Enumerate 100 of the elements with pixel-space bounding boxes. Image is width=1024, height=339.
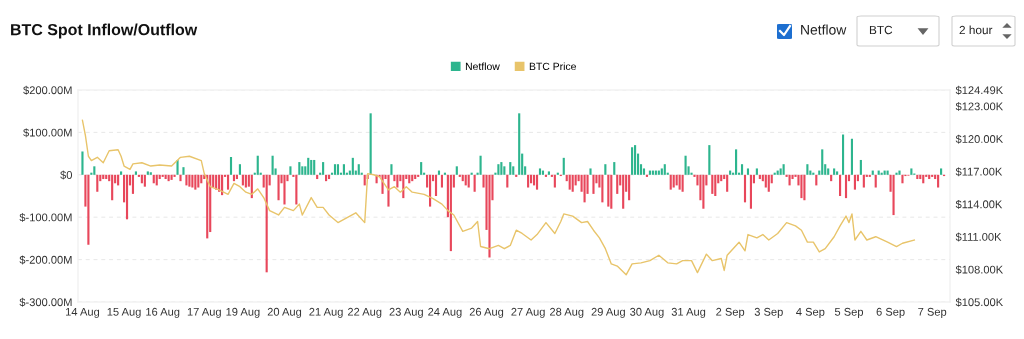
text: BTC — [869, 25, 893, 35]
bar — [862, 174, 865, 188]
x-tick-label: 24 Aug — [428, 307, 462, 318]
bar — [387, 174, 390, 207]
bar — [503, 166, 506, 175]
bar — [420, 162, 423, 175]
bar — [601, 174, 604, 203]
bar — [333, 164, 337, 175]
bar — [527, 174, 530, 188]
bar — [298, 162, 301, 175]
bar — [173, 174, 176, 177]
bar — [149, 172, 152, 175]
bar — [229, 156, 233, 175]
y-tick-label: $-300.00M — [19, 297, 72, 307]
bar — [440, 174, 444, 188]
x-tick-label: 15 Aug — [107, 307, 141, 318]
bar — [179, 174, 182, 182]
bar — [307, 157, 310, 175]
x-tick-label: 17 Aug — [187, 307, 221, 318]
bar — [853, 174, 856, 190]
bar — [604, 164, 607, 175]
bar — [473, 174, 476, 192]
bar — [669, 174, 672, 190]
bar — [289, 166, 292, 175]
y2-tick-label: $124.49K — [955, 85, 1004, 95]
bar — [191, 174, 194, 188]
bar — [562, 157, 565, 175]
bar — [681, 174, 684, 192]
text: Netflow — [801, 24, 847, 35]
bar — [120, 171, 123, 175]
bar — [509, 162, 512, 175]
bar — [256, 155, 259, 175]
bar — [711, 174, 714, 194]
x-tick-label: 23 Aug — [389, 307, 423, 318]
bar — [821, 149, 824, 175]
bar — [535, 174, 539, 190]
bar — [714, 174, 717, 196]
bar — [613, 162, 616, 175]
bar — [188, 174, 191, 187]
bar — [185, 174, 188, 186]
y2-tick-label: $111.00K — [955, 232, 1002, 242]
chart-title: BTC Spot Inflow/Outflow — [11, 23, 198, 39]
bar — [271, 155, 274, 175]
bar — [735, 149, 738, 175]
bar — [610, 174, 613, 209]
bar — [767, 174, 770, 192]
bar — [583, 174, 586, 203]
bar — [571, 174, 574, 192]
bar — [226, 174, 230, 190]
bar — [553, 174, 556, 188]
bar — [369, 113, 372, 175]
bar — [497, 164, 500, 175]
bar — [506, 174, 509, 188]
bar — [749, 174, 753, 209]
bar — [836, 171, 839, 175]
bar — [684, 155, 687, 175]
bar — [800, 174, 803, 199]
legend-label: Netflow — [465, 62, 500, 71]
bar — [663, 164, 666, 175]
bar — [96, 174, 99, 192]
bar — [568, 174, 571, 190]
x-tick-label: 2 Sep — [716, 307, 745, 318]
bar — [396, 174, 399, 188]
bar — [833, 168, 836, 175]
x-tick-label: 20 Aug — [267, 307, 302, 318]
y2-tick-label: $117.00K — [955, 167, 1003, 177]
bar — [592, 174, 595, 194]
x-tick-label: 16 Aug — [146, 307, 180, 318]
bar — [336, 164, 340, 175]
bar — [500, 162, 503, 175]
bar — [702, 174, 705, 209]
bar — [764, 174, 767, 188]
bar — [182, 167, 185, 175]
bar — [895, 172, 898, 175]
x-tick-label: 7 Sep — [918, 307, 947, 318]
line-series — [81, 119, 916, 276]
x-tick-label: 21 Aug — [309, 307, 343, 318]
bar — [631, 147, 634, 175]
bar — [429, 174, 432, 207]
bar — [197, 174, 200, 188]
x-tick-label: 31 Aug — [671, 307, 706, 318]
bar — [859, 159, 862, 175]
y-tick-label: $-200.00M — [19, 255, 72, 265]
y2-tick-label: $105.00K — [955, 297, 1004, 307]
bar — [708, 145, 711, 175]
bar — [898, 170, 901, 175]
bar — [131, 174, 135, 194]
x-tick-label: 14 Aug — [66, 307, 100, 318]
bar — [827, 168, 830, 175]
bar — [455, 166, 458, 175]
bar — [803, 174, 806, 201]
bar — [111, 174, 114, 201]
bar — [678, 174, 681, 190]
bar — [518, 113, 521, 175]
bar — [806, 164, 809, 175]
bar — [146, 171, 149, 175]
bar — [628, 174, 631, 201]
x-tick-label: 4 Sep — [796, 307, 825, 318]
bar — [607, 174, 610, 207]
x-tick-label: 22 Aug — [347, 307, 382, 318]
